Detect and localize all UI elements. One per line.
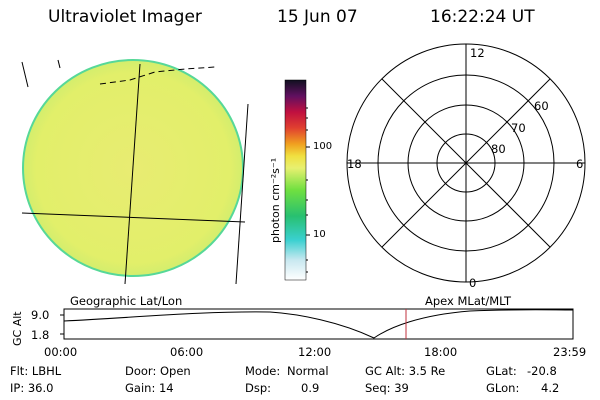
date-label: 15 Jun 07 — [277, 7, 358, 27]
colorbar — [284, 79, 310, 281]
mlat-label-70: 70 — [511, 121, 526, 135]
terminator-line — [99, 66, 216, 85]
coast-segment — [21, 61, 29, 88]
colorbar-unit-label: photon cm⁻²s⁻¹ — [269, 158, 282, 243]
meridian-line-right — [235, 103, 249, 285]
gc-alt-status: GC Alt: 3.5 Re — [365, 364, 446, 378]
glat-value: -20.8 — [527, 364, 557, 378]
mode-label: Mode: — [245, 364, 281, 378]
timeline-ytick-max: 9.0 — [31, 308, 50, 322]
glat-label: GLat: — [486, 364, 517, 378]
door-status: Door: Open — [125, 364, 191, 378]
timeline-left-caption: Geographic Lat/Lon — [70, 294, 183, 308]
mlat-label-60: 60 — [534, 99, 549, 113]
meridian-line — [124, 63, 141, 285]
gain-status: Gain: 14 — [125, 381, 174, 395]
polar-plot — [346, 43, 586, 283]
uv-disk-image — [21, 59, 249, 285]
time-label: 16:22:24 UT — [430, 7, 535, 27]
altitude-curve — [63, 309, 574, 339]
mlt-label-18: 18 — [347, 157, 362, 171]
dsp-label: Dsp: — [245, 381, 272, 395]
mlt-label-12: 12 — [470, 46, 485, 60]
colorbar-scale — [284, 79, 307, 281]
mlt-label-6: 6 — [576, 157, 584, 171]
timeline-xtick-0600: 06:00 — [170, 345, 204, 359]
mlt-label-0: 0 — [469, 276, 477, 290]
timeline-xtick-2359: 23:59 — [553, 345, 587, 359]
glon-label: GLon: — [486, 381, 520, 395]
altitude-timeline — [60, 308, 574, 340]
dsp-value: 0.9 — [301, 381, 320, 395]
colorbar-tick-100: 100 — [313, 141, 333, 152]
timeline-right-caption: Apex MLat/MLT — [425, 294, 512, 308]
parallel-line — [21, 212, 246, 223]
seq-status: Seq: 39 — [365, 381, 409, 395]
ip-status: IP: 36.0 — [10, 381, 54, 395]
mode-value: Normal — [287, 364, 329, 378]
timeline-xtick-1800: 18:00 — [424, 345, 458, 359]
colorbar-tick-10: 10 — [313, 229, 326, 240]
timeline-ytick-min: 1.8 — [31, 328, 50, 342]
instrument-title: Ultraviolet Imager — [48, 7, 202, 27]
timeline-xtick-1200: 12:00 — [298, 345, 332, 359]
polar-diagonal — [381, 78, 551, 248]
timeline-frame — [63, 308, 574, 340]
mlat-label-80: 80 — [491, 142, 506, 156]
timeline-ylabel: GC Alt — [11, 311, 24, 346]
timeline-xtick-0000: 00:00 — [44, 345, 78, 359]
filter-status: Flt: LBHL — [10, 364, 62, 378]
coast-segment — [57, 59, 61, 69]
glon-value: 4.2 — [541, 381, 560, 395]
